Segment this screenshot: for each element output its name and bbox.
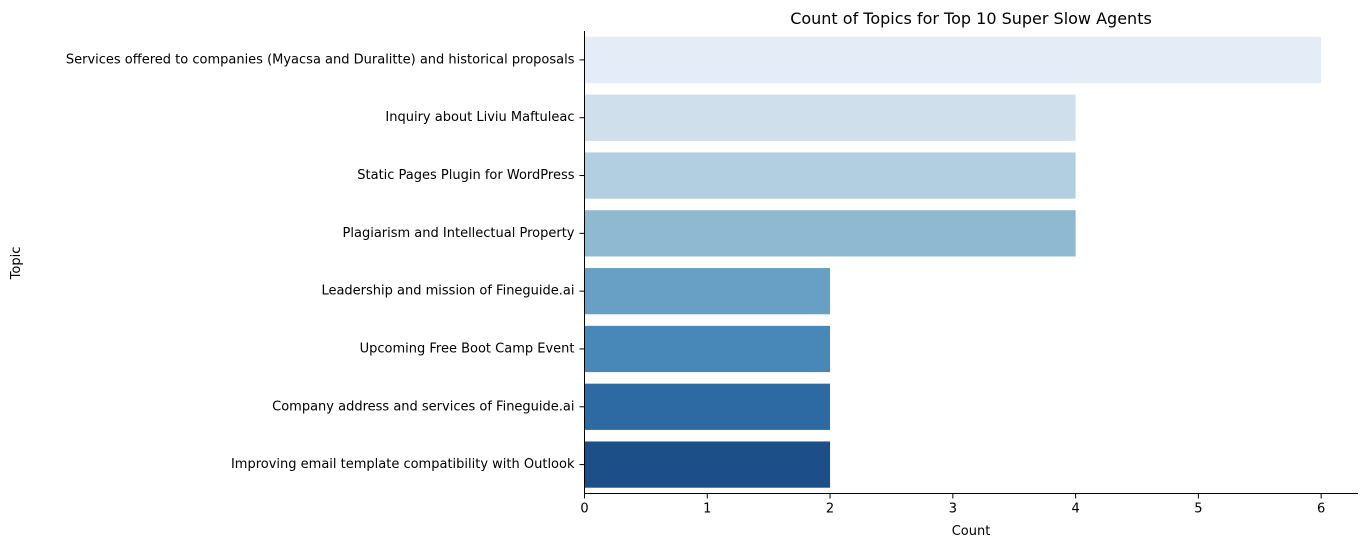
bar-4 (584, 210, 1076, 257)
x-tick-label: 5 (1194, 502, 1202, 517)
plot-frame-left-bottom (584, 31, 1358, 494)
y-tick-label: Company address and services of Fineguid… (272, 399, 574, 414)
bar-8 (584, 441, 831, 488)
x-axis: 0 1 2 3 4 5 6 (580, 493, 1325, 517)
x-axis-title: Count (952, 524, 991, 539)
chart-title: Count of Topics for Top 10 Super Slow Ag… (790, 9, 1152, 28)
bar-2 (584, 94, 1076, 141)
y-tick-label: Inquiry about Liviu Maftuleac (385, 110, 574, 125)
bar-1 (584, 36, 1322, 84)
x-tick-label: 2 (826, 502, 834, 517)
y-tick-label: Upcoming Free Boot Camp Event (360, 341, 575, 356)
y-tick-labels: Services offered to companies (Myacsa an… (66, 52, 585, 472)
x-tick-label: 6 (1317, 502, 1325, 517)
bar-7 (584, 383, 831, 430)
x-tick-label: 1 (703, 502, 711, 517)
bars-layer (584, 36, 1322, 488)
y-tick-label: Plagiarism and Intellectual Property (343, 226, 575, 241)
y-tick-label: Improving email template compatibility w… (231, 457, 575, 472)
x-tick-label: 4 (1071, 502, 1079, 517)
x-tick-label: 0 (580, 502, 588, 517)
y-tick-label: Static Pages Plugin for WordPress (357, 168, 574, 183)
y-tick-label: Services offered to companies (Myacsa an… (66, 52, 575, 67)
bar-6 (584, 325, 831, 373)
bar-5 (584, 268, 831, 315)
y-axis-title: Topic (9, 247, 24, 281)
x-tick-label: 3 (949, 502, 957, 517)
bar-3 (584, 152, 1076, 199)
y-tick-label: Leadership and mission of Fineguide.ai (321, 284, 574, 299)
